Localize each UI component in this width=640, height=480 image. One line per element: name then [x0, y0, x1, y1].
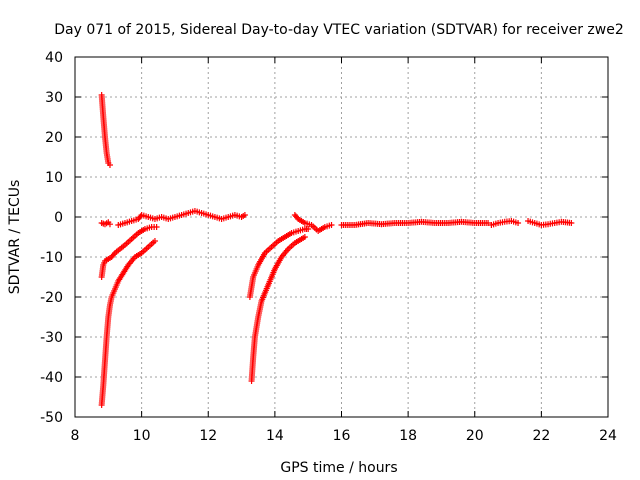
series-arc-3	[98, 238, 158, 408]
y-tick-label: -10	[40, 250, 63, 266]
data-point	[153, 224, 160, 230]
series-arc-2	[98, 224, 160, 280]
series-arc-5	[115, 208, 248, 228]
y-axis-label: SDTVAR / TECUs	[7, 180, 23, 295]
data-points	[98, 92, 575, 408]
x-tick-label: 18	[399, 428, 417, 444]
x-tick-label: 22	[532, 428, 550, 444]
x-axis-label: GPS time / hours	[280, 460, 397, 476]
data-point	[110, 251, 117, 258]
data-point	[568, 220, 575, 226]
series-arc-9	[338, 218, 492, 228]
data-point	[241, 212, 248, 218]
y-tick-labels: -50 -40 -30 -20 -10 0 10 20 30 40	[40, 50, 63, 426]
series-arc-1	[98, 92, 113, 168]
data-point	[485, 220, 492, 226]
data-point	[301, 234, 308, 240]
series-arc-8	[291, 212, 335, 234]
plot-frame	[74, 56, 609, 418]
y-tick-label: 40	[45, 50, 63, 66]
data-point	[106, 221, 113, 228]
x-tick-label: 24	[599, 428, 617, 444]
y-tick-label: -20	[40, 290, 63, 306]
x-tick-label: 10	[133, 428, 151, 444]
series-arc-4	[98, 219, 113, 228]
data-point	[151, 238, 158, 244]
data-point	[328, 222, 335, 228]
series-arc-6	[248, 234, 308, 384]
y-tick-label: -30	[40, 330, 63, 346]
series-arc-10	[488, 218, 522, 228]
grid	[75, 57, 608, 417]
y-tick-label: 20	[45, 130, 63, 146]
series-arc-7	[246, 226, 312, 300]
y-tick-label: -40	[40, 370, 63, 386]
x-tick-label: 14	[266, 428, 284, 444]
data-point	[515, 220, 522, 226]
x-tick-label: 16	[333, 428, 351, 444]
data-point	[106, 162, 113, 168]
data-point	[305, 226, 312, 232]
x-tick-label: 20	[466, 428, 484, 444]
x-tick-labels: 8 10 12 14 16 18 20 22 24	[71, 428, 617, 444]
y-tick-label: 10	[45, 170, 63, 186]
data-point	[137, 213, 144, 220]
chart-title: Day 071 of 2015, Sidereal Day-to-day VTE…	[54, 22, 624, 38]
x-tick-label: 8	[71, 428, 80, 444]
x-tick-label: 12	[199, 428, 217, 444]
y-tick-label: 30	[45, 90, 63, 106]
series-arc-11	[525, 218, 575, 228]
y-tick-label: -50	[40, 410, 63, 426]
y-tick-label: 0	[54, 210, 63, 226]
